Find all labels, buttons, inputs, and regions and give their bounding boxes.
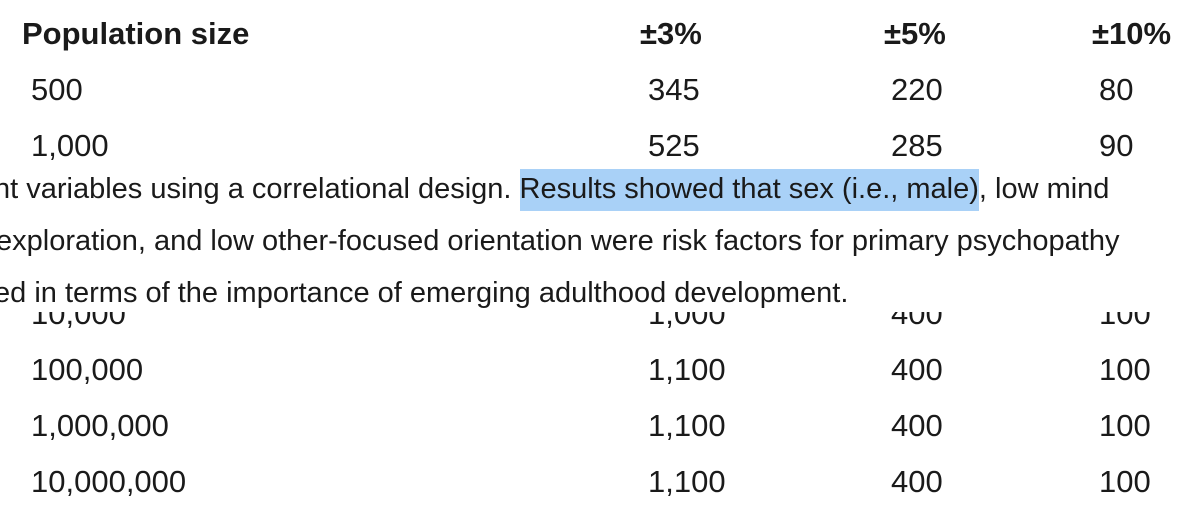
- table-cell: 1,000: [31, 128, 109, 163]
- table-cell: 525: [648, 128, 700, 163]
- table-cell: 1,100: [648, 464, 726, 499]
- table-cell: 1,100: [648, 352, 726, 387]
- table-cell: 400: [891, 408, 943, 443]
- table-cell: 500: [31, 72, 83, 107]
- table-cell: 80: [1099, 72, 1134, 107]
- overlapping-text-excerpt: nt variables using a correlational desig…: [0, 164, 1202, 312]
- excerpt-line-2[interactable]: exploration, and low other-focused orien…: [0, 225, 1120, 257]
- table-cell: 100: [1099, 464, 1151, 499]
- table-cell: 100: [1099, 352, 1151, 387]
- header-margin-10: ±10%: [1092, 16, 1172, 51]
- excerpt-text: , low mind: [978, 173, 1110, 205]
- table-cell: 400: [891, 352, 943, 387]
- table-cell: 220: [891, 72, 943, 107]
- header-margin-5: ±5%: [884, 16, 946, 51]
- table-cell: 400: [891, 464, 943, 499]
- header-population-size: Population size: [22, 16, 250, 51]
- excerpt-line-1[interactable]: nt variables using a correlational desig…: [0, 169, 1110, 211]
- header-margin-3: ±3%: [640, 16, 702, 51]
- table-cell: 1,000,000: [31, 408, 169, 443]
- table-cell: 10,000,000: [31, 464, 187, 499]
- excerpt-text: nt variables using a correlational desig…: [0, 173, 520, 205]
- selected-text-highlight[interactable]: Results showed that sex (i.e., male): [519, 169, 979, 211]
- table-cell: 1,100: [648, 408, 726, 443]
- table-cell: 100: [1099, 408, 1151, 443]
- table-cell: 90: [1099, 128, 1134, 163]
- table-cell: 100,000: [31, 352, 144, 387]
- excerpt-line-3[interactable]: ed in terms of the importance of emergin…: [0, 277, 849, 309]
- table-cell: 345: [648, 72, 700, 107]
- table-cell: 285: [891, 128, 943, 163]
